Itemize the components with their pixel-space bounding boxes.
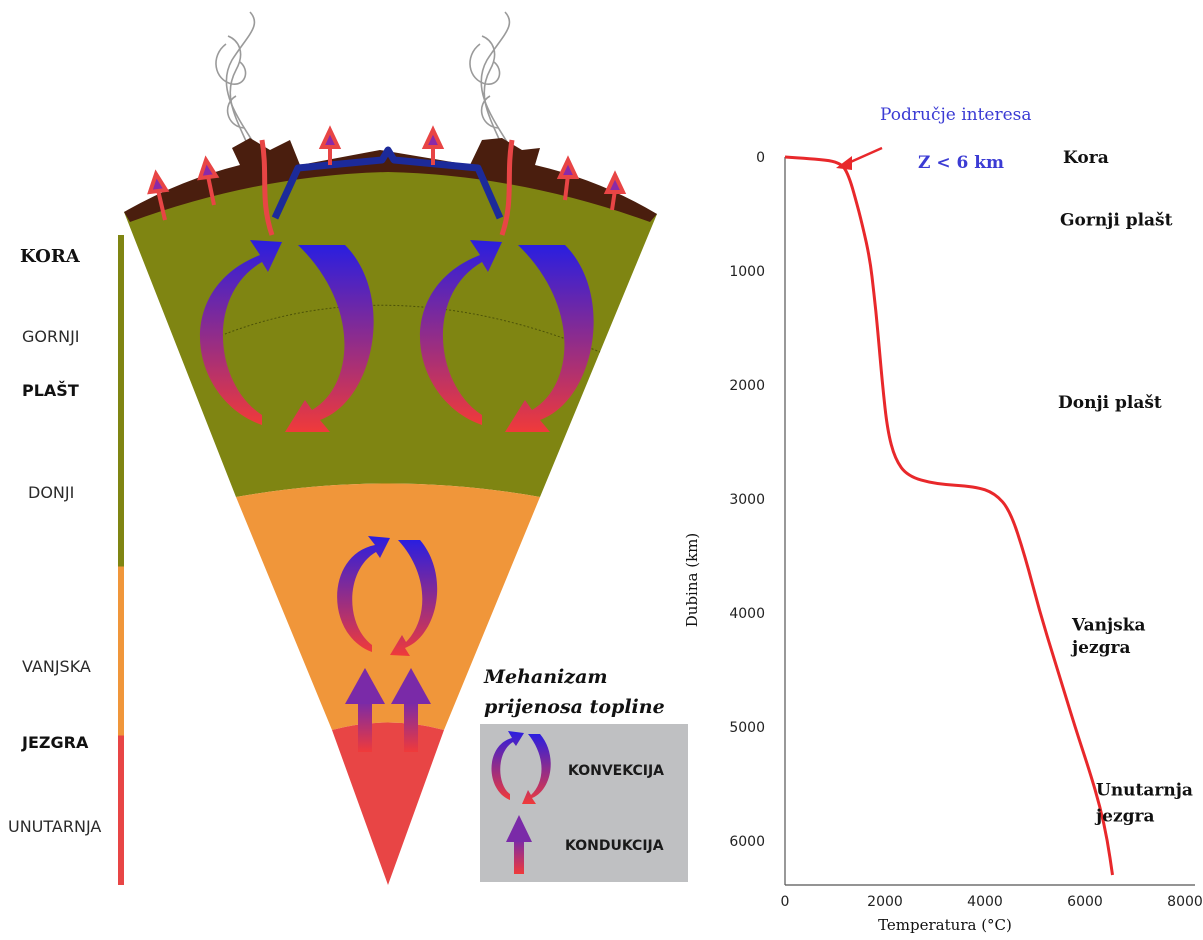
layer-depth-bar xyxy=(118,235,124,885)
chart-layer-label: Kora xyxy=(1063,148,1109,168)
upper-lower-mantle-boundary xyxy=(209,304,601,353)
chart-series xyxy=(784,155,1114,876)
legend-box xyxy=(480,724,688,882)
y-axis-title: Dubina (km) xyxy=(683,533,701,627)
layer-labels-left: KORA GORNJI PLAŠT DONJI VANJSKA JEZGRA U… xyxy=(8,246,101,836)
ocean-crust xyxy=(271,146,504,220)
chart-layer-labels: Kora Gornji plašt Donji plašt Vanjska jezgra… xyxy=(1058,148,1193,827)
y-tick-label: 1000 xyxy=(729,264,765,280)
label-unutarnja: UNUTARNJA xyxy=(8,817,101,836)
legend-convection-icon xyxy=(491,731,551,804)
temperature-profile-line xyxy=(784,155,1114,876)
x-axis-title: Temperatura (°C) xyxy=(878,916,1012,934)
x-axis-ticks: 0 2000 4000 6000 8000 xyxy=(781,894,1203,910)
annotation-title: Područje interesa xyxy=(880,105,1032,125)
chart-layer-label: jezgra xyxy=(1094,807,1154,827)
chart-axes xyxy=(784,157,1195,886)
inner-core-layer xyxy=(332,722,444,885)
chart-layer-label: Gornji plašt xyxy=(1060,211,1173,231)
legend-convection-label: KONVEKCIJA xyxy=(568,763,664,779)
y-tick-label: 4000 xyxy=(729,606,765,622)
x-tick-label: 2000 xyxy=(867,894,903,910)
annotation-condition: Z < 6 km xyxy=(918,153,1004,173)
annotation-arrowhead xyxy=(836,156,852,170)
y-tick-label: 6000 xyxy=(729,834,765,850)
legend-conduction-label: KONDUKCIJA xyxy=(565,838,664,854)
crust-layer xyxy=(124,138,657,222)
y-tick-label: 5000 xyxy=(729,720,765,736)
magma-conduit-left xyxy=(259,139,275,236)
core-convection-cell xyxy=(337,536,438,656)
x-tick-label: 8000 xyxy=(1167,894,1203,910)
outer-core-layer xyxy=(236,483,540,730)
temperature-depth-chart: 0 1000 2000 3000 4000 5000 6000 0 2000 4000 6000 8… xyxy=(683,105,1203,934)
x-tick-label: 0 xyxy=(781,894,790,910)
volcano-smoke-right xyxy=(469,11,513,151)
label-jezgra: JEZGRA xyxy=(21,733,89,752)
interest-annotation: Područje interesa Z < 6 km xyxy=(836,105,1032,173)
y-tick-label: 3000 xyxy=(729,492,765,508)
legend-title-line1: Mehanizam xyxy=(483,666,607,688)
mantle-convection-cell-left xyxy=(199,240,374,432)
heat-transfer-legend: Mehanizam prijenosa topline KONVEKCIJA K… xyxy=(480,666,688,882)
label-kora: KORA xyxy=(20,246,81,267)
label-donji: DONJI xyxy=(28,483,74,502)
y-axis-ticks: 0 1000 2000 3000 4000 5000 6000 xyxy=(729,150,765,850)
magma-conduit-right xyxy=(499,139,515,236)
crust-heat-arrows xyxy=(147,125,627,221)
earth-cross-section xyxy=(118,11,657,885)
label-plast: PLAŠT xyxy=(22,381,79,400)
legend-title-line2: prijenosa topline xyxy=(484,696,665,718)
mantle-convection-cell-right xyxy=(419,240,594,432)
chart-layer-label: Donji plašt xyxy=(1058,393,1162,413)
legend-conduction-icon xyxy=(506,815,532,874)
volcano-smoke-left xyxy=(215,11,259,151)
crust-bar-tip xyxy=(118,235,124,255)
chart-layer-label: Vanjska xyxy=(1071,615,1146,635)
chart-layer-label: Unutarnja xyxy=(1096,781,1193,801)
chart-layer-label: jezgra xyxy=(1070,638,1130,658)
y-tick-label: 2000 xyxy=(729,378,765,394)
y-tick-label: 0 xyxy=(756,150,765,166)
x-tick-label: 6000 xyxy=(1067,894,1103,910)
x-tick-label: 4000 xyxy=(967,894,1003,910)
label-gornji: GORNJI xyxy=(22,327,80,346)
label-vanjska: VANJSKA xyxy=(22,657,91,676)
core-conduction-arrows xyxy=(345,668,431,752)
